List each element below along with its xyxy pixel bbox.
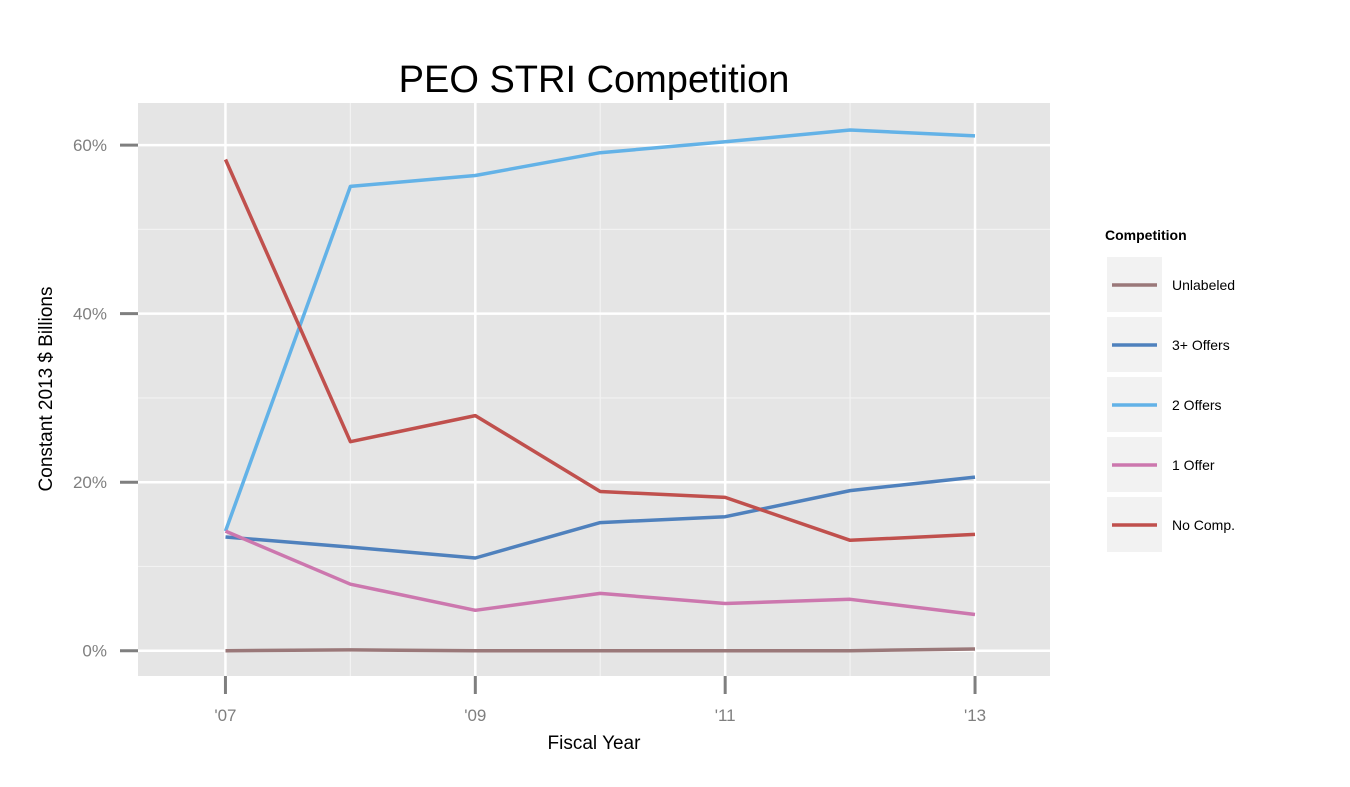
plot-panel xyxy=(138,103,1050,676)
chart-title: PEO STRI Competition xyxy=(399,59,790,101)
y-tick-label: 20% xyxy=(73,473,107,492)
legend-item-no-comp: No Comp. xyxy=(1107,497,1235,552)
legend-label: Unlabeled xyxy=(1172,277,1235,293)
legend-label: No Comp. xyxy=(1172,517,1235,533)
axes: 0% 20% 40% 60% '07 '09 '11 '13 xyxy=(73,136,986,725)
x-tick-label: '07 xyxy=(214,706,236,725)
y-tick-label: 0% xyxy=(82,642,107,661)
legend-label: 3+ Offers xyxy=(1172,337,1230,353)
legend-title: Competition xyxy=(1105,227,1187,243)
legend-label: 2 Offers xyxy=(1172,397,1222,413)
legend-item-2-offers: 2 Offers xyxy=(1107,377,1222,432)
y-tick-label: 40% xyxy=(73,305,107,324)
x-tick-label: '13 xyxy=(964,706,986,725)
legend-item-1-offer: 1 Offer xyxy=(1107,437,1215,492)
series-line-1-offer xyxy=(224,529,976,617)
y-tick-label: 60% xyxy=(73,136,107,155)
series-line-2-offers xyxy=(223,128,976,532)
x-tick-label: '09 xyxy=(464,706,486,725)
legend-label: 1 Offer xyxy=(1172,457,1215,473)
gridlines xyxy=(138,103,1050,676)
series-lines xyxy=(223,128,976,653)
y-axis-title: Constant 2013 $ Billions xyxy=(36,287,57,492)
series-line-no-comp xyxy=(223,158,976,543)
legend-item-3-offers: 3+ Offers xyxy=(1107,317,1230,372)
legend-item-unlabeled: Unlabeled xyxy=(1107,257,1235,312)
x-tick-label: '11 xyxy=(715,706,736,725)
x-axis-title: Fiscal Year xyxy=(548,733,642,754)
legend-items: Unlabeled 3+ Offers 2 Offers 1 Offer No Comp… xyxy=(1107,257,1235,552)
legend: Competition Unlabeled 3+ Offers 2 Offers 1 … xyxy=(1105,227,1235,552)
series-line-unlabeled xyxy=(225,647,976,653)
series-line-3-offers xyxy=(225,475,976,560)
